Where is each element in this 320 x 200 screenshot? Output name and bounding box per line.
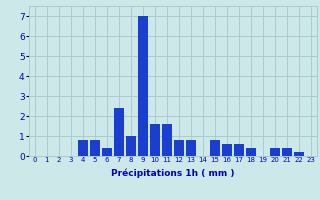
Bar <box>282 148 292 156</box>
Bar <box>174 140 184 156</box>
Bar <box>246 148 256 156</box>
Bar <box>114 108 124 156</box>
Bar <box>270 148 280 156</box>
Bar <box>90 140 100 156</box>
Bar <box>294 152 304 156</box>
Bar <box>126 136 136 156</box>
X-axis label: Précipitations 1h ( mm ): Précipitations 1h ( mm ) <box>111 169 235 178</box>
Bar <box>210 140 220 156</box>
Bar <box>150 124 160 156</box>
Bar <box>234 144 244 156</box>
Bar <box>222 144 232 156</box>
Bar <box>78 140 88 156</box>
Bar <box>138 16 148 156</box>
Bar <box>102 148 112 156</box>
Bar <box>186 140 196 156</box>
Bar <box>162 124 172 156</box>
